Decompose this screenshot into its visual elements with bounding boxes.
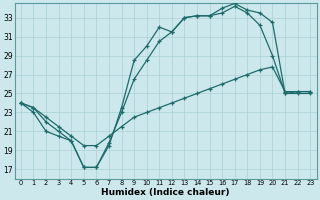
X-axis label: Humidex (Indice chaleur): Humidex (Indice chaleur): [101, 188, 230, 197]
